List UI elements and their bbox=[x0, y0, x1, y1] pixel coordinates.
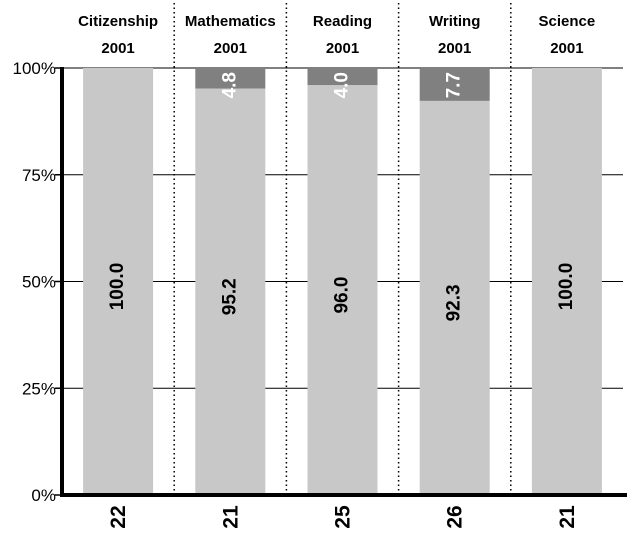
bar-segment bbox=[195, 68, 266, 89]
y-tick-label: 0% bbox=[31, 486, 56, 505]
y-tick-label: 75% bbox=[22, 166, 56, 185]
value-label: 4.8 bbox=[219, 72, 240, 98]
count-label: 26 bbox=[444, 505, 467, 528]
category-header-subject: Reading bbox=[313, 13, 372, 30]
category-header-year: 2001 bbox=[214, 40, 247, 57]
y-tick-label: 25% bbox=[22, 379, 56, 398]
value-label: 95.2 bbox=[219, 278, 240, 315]
category-header-year: 2001 bbox=[326, 40, 359, 57]
category-header-year: 2001 bbox=[101, 40, 134, 57]
category-header-subject: Writing bbox=[429, 13, 480, 30]
value-label: 96.0 bbox=[332, 277, 353, 314]
y-tick-label: 100% bbox=[13, 59, 56, 78]
category-header-year: 2001 bbox=[438, 40, 471, 57]
value-label: 92.3 bbox=[444, 284, 465, 321]
value-label: 100.0 bbox=[107, 263, 128, 311]
count-label: 22 bbox=[107, 505, 130, 528]
bar-segment bbox=[531, 68, 602, 495]
count-label: 21 bbox=[219, 505, 242, 529]
category-header-year: 2001 bbox=[550, 40, 583, 57]
category-header-subject: Mathematics bbox=[185, 13, 276, 30]
count-label: 25 bbox=[332, 505, 355, 529]
count-label: 21 bbox=[556, 505, 579, 529]
y-tick-label: 50% bbox=[22, 273, 56, 292]
value-label: 100.0 bbox=[556, 263, 577, 311]
bar-segment bbox=[419, 100, 490, 495]
bar-segment bbox=[307, 85, 378, 495]
bar-segment bbox=[307, 68, 378, 86]
bar-segment bbox=[83, 68, 154, 495]
value-label: 4.0 bbox=[332, 72, 353, 98]
bar-segment bbox=[195, 88, 266, 495]
category-header-subject: Citizenship bbox=[78, 13, 158, 30]
category-header-subject: Science bbox=[539, 13, 596, 30]
value-label: 7.7 bbox=[444, 72, 465, 98]
bar-segment bbox=[419, 68, 490, 101]
